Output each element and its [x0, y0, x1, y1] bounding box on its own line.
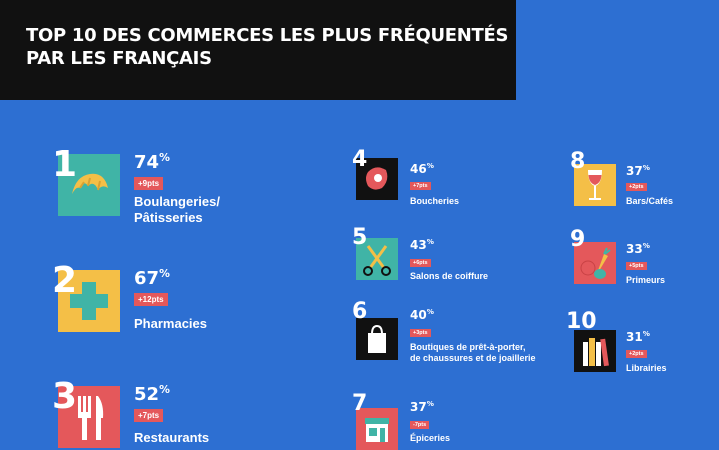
percent-value: 74% — [134, 151, 170, 173]
item-label: Primeurs — [626, 275, 666, 285]
rank-number: 8 — [570, 149, 586, 174]
change-badge: +2pts — [626, 350, 647, 358]
change-badge: -7pts — [410, 421, 430, 429]
change-badge: +7pts — [410, 182, 431, 190]
rank-number: 7 — [352, 391, 368, 416]
books-icon — [574, 330, 616, 372]
grocery-store-icon — [356, 408, 398, 450]
scissors-icon — [356, 238, 398, 280]
percent-value: 37% — [626, 163, 650, 178]
fork-knife-icon — [58, 386, 120, 448]
rank-number: 6 — [352, 299, 368, 324]
percent-value: 46% — [410, 161, 434, 176]
rank-number: 9 — [570, 227, 586, 252]
page-title: TOP 10 DES COMMERCES LES PLUS FRÉQUENTÉS… — [26, 24, 508, 70]
percent-value: 33% — [626, 241, 650, 256]
item-label: Boutiques de prêt-à-porter, de chaussures… — [410, 342, 536, 363]
title-line-2: PAR LES FRANÇAIS — [26, 48, 212, 69]
change-badge: +9pts — [134, 177, 164, 190]
rank-number: 1 — [52, 144, 78, 185]
item-label: Restaurants — [134, 430, 210, 445]
percent-value: 43% — [410, 237, 434, 252]
rank-number: 4 — [352, 147, 368, 172]
percent-value: 52% — [134, 383, 170, 405]
percent-value: 67% — [134, 267, 170, 289]
rank-number: 3 — [52, 376, 78, 417]
item-label: Boulangeries/Pâtisseries — [134, 194, 220, 225]
percent-value: 37% — [410, 399, 434, 414]
change-badge: +6pts — [410, 259, 431, 267]
item-label: Bars/Cafés — [626, 196, 674, 206]
title-line-1: TOP 10 DES COMMERCES LES PLUS FRÉQUENTÉS — [26, 25, 509, 46]
item-label: Épiceries — [410, 433, 451, 443]
vegetables-icon — [574, 242, 616, 284]
rank-number: 5 — [352, 225, 368, 250]
header-banner: TOP 10 DES COMMERCES LES PLUS FRÉQUENTÉS… — [0, 0, 516, 100]
steak-icon — [356, 158, 398, 200]
change-badge: +3pts — [410, 329, 431, 337]
rank-number: 10 — [566, 309, 597, 334]
percent-value: 40% — [410, 307, 434, 322]
item-label: Boucheries — [410, 196, 460, 206]
pharmacy-cross-icon — [58, 270, 120, 332]
change-badge: +12pts — [134, 293, 168, 306]
croissant-icon — [58, 154, 120, 216]
wine-glass-icon — [574, 164, 616, 206]
change-badge: +7pts — [134, 409, 164, 422]
percent-value: 31% — [626, 329, 650, 344]
item-label: Pharmacies — [134, 316, 207, 331]
shopping-bag-icon — [356, 318, 398, 360]
rank-number: 2 — [52, 260, 78, 301]
item-label: Librairies — [626, 363, 667, 373]
change-badge: +2pts — [626, 183, 647, 191]
change-badge: +5pts — [626, 262, 647, 270]
item-label: Salons de coiffure — [410, 271, 489, 281]
